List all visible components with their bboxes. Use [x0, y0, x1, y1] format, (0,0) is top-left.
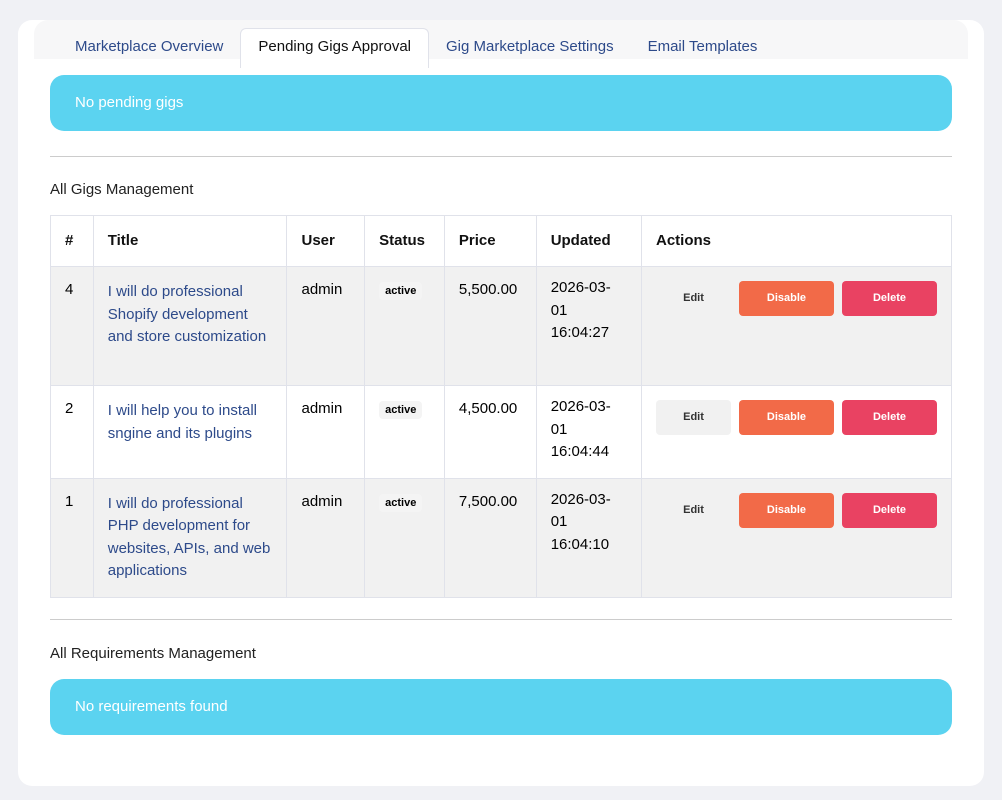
col-title: Title: [92, 215, 288, 267]
divider: [50, 619, 952, 620]
delete-button[interactable]: Delete: [842, 492, 937, 528]
main-card: Marketplace Overview Pending Gigs Approv…: [18, 20, 984, 786]
gig-updated: 2026-03-01 16:04:27: [535, 266, 643, 386]
gig-price: 7,500.00: [443, 477, 537, 598]
table-row: 2 I will help you to install sngine and …: [50, 385, 952, 479]
divider: [50, 156, 952, 157]
gig-price: 4,500.00: [443, 385, 537, 479]
gig-title-link[interactable]: I will do professional Shopify developme…: [107, 283, 267, 345]
edit-button[interactable]: Edit: [656, 400, 731, 435]
disable-button[interactable]: Disable: [739, 400, 834, 435]
status-badge: active: [379, 282, 423, 300]
status-badge: active: [379, 493, 423, 512]
gig-user: admin: [286, 266, 366, 386]
gig-title-link[interactable]: I will help you to install sngine and it…: [107, 402, 257, 442]
disable-button[interactable]: Disable: [739, 492, 834, 528]
gig-title-link[interactable]: I will do professional PHP development f…: [107, 494, 271, 580]
edit-button[interactable]: Edit: [683, 503, 704, 516]
gig-id: 2: [50, 385, 94, 479]
tab-marketplace-overview[interactable]: Marketplace Overview: [75, 38, 224, 55]
tab-bar: Marketplace Overview Pending Gigs Approv…: [34, 20, 968, 68]
tab-email-templates[interactable]: Email Templates: [647, 38, 758, 55]
requirements-heading: All Requirements Management: [50, 645, 256, 662]
gigs-heading: All Gigs Management: [50, 181, 194, 198]
requirements-alert: No requirements found: [50, 679, 952, 735]
gig-price: 5,500.00: [443, 266, 537, 386]
tab-gig-marketplace-settings[interactable]: Gig Marketplace Settings: [446, 38, 614, 55]
edit-button[interactable]: Edit: [683, 292, 704, 304]
table-row: 4 I will do professional Shopify develop…: [50, 266, 952, 386]
disable-button[interactable]: Disable: [739, 281, 834, 316]
col-actions: Actions: [641, 215, 952, 267]
gig-user: admin: [286, 477, 366, 598]
status-badge: active: [379, 401, 423, 419]
table-row: 1 I will do professional PHP development…: [50, 477, 952, 598]
col-updated: Updated: [535, 215, 643, 267]
gig-user: admin: [286, 385, 366, 479]
col-user: User: [286, 215, 366, 267]
tab-pending-gigs-approval[interactable]: Pending Gigs Approval: [240, 28, 429, 68]
gig-updated: 2026-03-01 16:04:10: [535, 477, 643, 598]
gigs-table: # Title User Status Price Updated Action…: [50, 215, 952, 598]
gig-id: 1: [50, 477, 94, 598]
col-id: #: [50, 215, 94, 267]
gig-updated: 2026-03-01 16:04:44: [535, 385, 643, 479]
gig-id: 4: [50, 266, 94, 386]
delete-button[interactable]: Delete: [842, 400, 937, 435]
delete-button[interactable]: Delete: [842, 281, 937, 316]
pending-alert: No pending gigs: [50, 75, 952, 131]
col-price: Price: [443, 215, 537, 267]
col-status: Status: [364, 215, 445, 267]
